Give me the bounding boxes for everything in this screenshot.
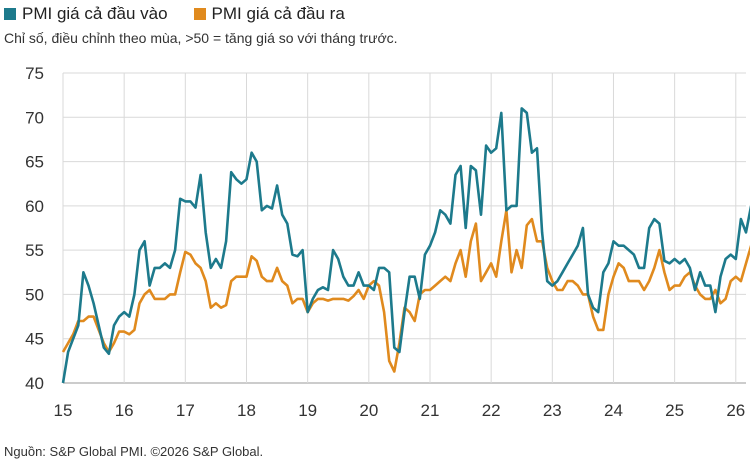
y-tick-label: 60 xyxy=(25,197,44,216)
x-tick-label: 26 xyxy=(726,401,745,420)
legend-label-output: PMI giá cả đầu ra xyxy=(211,4,345,23)
chart-subtitle: Chỉ số, điều chỉnh theo mùa, >50 = tăng … xyxy=(4,30,398,46)
legend-swatch-output xyxy=(193,8,206,20)
y-tick-label: 70 xyxy=(25,108,44,127)
series-line-input xyxy=(61,107,750,384)
y-tick-label: 40 xyxy=(25,374,44,393)
x-tick-label: 16 xyxy=(115,401,134,420)
legend-label-input: PMI giá cả đầu vào xyxy=(22,4,168,23)
legend: PMI giá cả đầu vào PMI giá cả đầu ra xyxy=(4,3,371,25)
line-chart: 40 45 50 55 60 65 70 75 15 16 17 18 19 20 21 22 23 24 25 2… xyxy=(25,64,750,420)
legend-swatch-input xyxy=(4,8,16,20)
x-tick-label: 23 xyxy=(543,401,562,420)
y-tick-label: 75 xyxy=(25,64,44,83)
x-tick-label: 17 xyxy=(176,401,195,420)
x-tick-label: 24 xyxy=(604,401,623,420)
x-tick-label: 21 xyxy=(421,401,440,420)
legend-item-output: PMI giá cả đầu ra xyxy=(193,4,345,24)
y-tick-label: 50 xyxy=(25,285,44,304)
x-axis-ticks: 15 16 17 18 19 20 21 22 23 24 25 26 xyxy=(54,401,746,420)
y-tick-label: 55 xyxy=(25,241,44,260)
y-axis-ticks: 40 45 50 55 60 65 70 75 xyxy=(25,64,44,393)
legend-item-input: PMI giá cả đầu vào xyxy=(4,4,168,24)
x-tick-label: 22 xyxy=(482,401,501,420)
y-tick-label: 65 xyxy=(25,153,44,172)
gridlines xyxy=(62,72,746,384)
series-lines xyxy=(61,107,750,384)
x-tick-label: 20 xyxy=(359,401,378,420)
x-tick-label: 15 xyxy=(54,401,73,420)
source-note: Nguồn: S&P Global PMI. ©2026 S&P Global. xyxy=(4,444,264,459)
x-tick-label: 19 xyxy=(298,401,317,420)
y-tick-label: 45 xyxy=(25,330,44,349)
x-tick-label: 18 xyxy=(237,401,256,420)
series-line-output xyxy=(61,209,750,373)
x-tick-label: 25 xyxy=(665,401,684,420)
